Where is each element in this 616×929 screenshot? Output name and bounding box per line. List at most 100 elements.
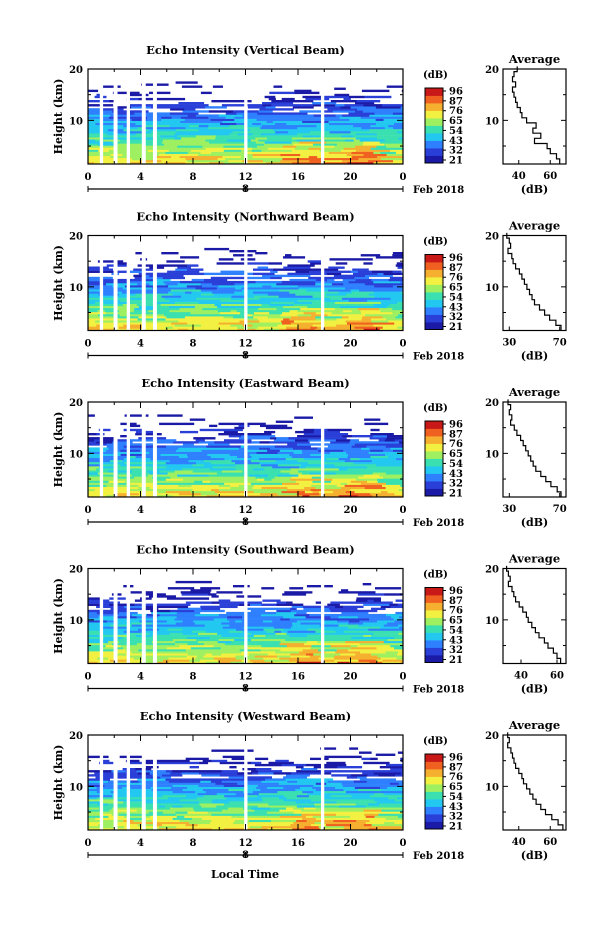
heatmap-cell	[398, 624, 404, 627]
heatmap-cell	[313, 784, 322, 787]
heatmap-cell	[338, 291, 353, 294]
heatmap-cell	[224, 457, 248, 461]
heatmap-cell	[196, 825, 225, 829]
heatmap-cell	[396, 797, 404, 800]
heatmap-cell	[115, 618, 133, 621]
heatmap-cell	[383, 494, 393, 498]
heatmap-cell	[169, 632, 183, 635]
heatmap-cell	[88, 328, 98, 331]
heatmap-cell	[180, 807, 194, 810]
colorbar-tick-label: 96	[449, 586, 463, 597]
heatmap-cell	[313, 114, 329, 117]
heatmap-cell	[113, 451, 133, 454]
heatmap-cell	[201, 774, 221, 777]
heatmap-cell	[192, 309, 218, 313]
heatmap-cell	[176, 131, 199, 134]
heatmap-cell	[177, 145, 203, 148]
heatmap-cell	[279, 449, 303, 452]
heatmap-cell	[372, 108, 380, 111]
heatmap-cell	[281, 453, 290, 456]
colorbar-swatch	[425, 421, 443, 429]
heatmap-cell	[134, 653, 158, 656]
heatmap-cell	[192, 464, 205, 467]
heatmap-cell	[277, 492, 298, 496]
heatmap-cell	[181, 295, 209, 298]
heatmap-cell	[224, 642, 238, 646]
heatmap-cell	[355, 149, 368, 152]
heatmap-cell	[207, 811, 233, 814]
heatmap-cell	[114, 297, 131, 300]
heatmap-cell	[375, 256, 404, 259]
heatmap-cell	[88, 108, 102, 111]
heatmap-cell	[315, 807, 339, 810]
date-marker: 8	[242, 684, 249, 695]
heatmap-cell	[181, 593, 209, 596]
heatmap-cell	[312, 780, 328, 783]
heatmap-cell	[177, 649, 187, 652]
heatmap-cell	[399, 626, 404, 629]
heatmap-cell	[172, 647, 192, 650]
heatmap-cell	[209, 157, 218, 161]
heatmap-cell	[303, 104, 313, 107]
heatmap-cell	[135, 430, 157, 434]
heatmap-cell	[312, 324, 337, 327]
heatmap-cell	[383, 792, 404, 796]
heatmap-cell	[212, 155, 223, 159]
heatmap-cell	[184, 153, 199, 157]
heatmap-cell	[172, 784, 199, 787]
heatmap-cell	[287, 630, 316, 633]
heatmap-cell	[88, 774, 99, 777]
heatmap-field	[88, 402, 404, 498]
heatmap-cell	[204, 311, 221, 315]
heatmap-cell	[175, 622, 196, 625]
heatmap-cell	[315, 805, 340, 808]
heatmap-cell	[198, 784, 225, 787]
heatmap-cell	[182, 628, 208, 631]
heatmap-cell	[374, 815, 399, 818]
heatmap-cell	[209, 424, 218, 428]
heatmap-cell	[359, 642, 377, 646]
heatmap-cell	[170, 476, 190, 479]
heatmap-cell	[321, 661, 338, 664]
heatmap-cell	[184, 815, 191, 818]
heatmap-cell	[378, 601, 393, 604]
heatmap-cell	[328, 266, 345, 269]
heatmap-cell	[383, 449, 394, 452]
heatmap-cell	[153, 459, 170, 463]
y-tick-label: 10	[69, 116, 83, 127]
heatmap-cell	[399, 461, 404, 465]
heatmap-cell	[268, 761, 294, 765]
heatmap-cell	[131, 470, 148, 473]
heatmap-cell	[252, 813, 275, 816]
heatmap-cell	[395, 599, 404, 602]
heatmap-cell	[268, 803, 291, 806]
colorbar-swatch	[425, 88, 443, 96]
heatmap-cell	[217, 157, 226, 161]
colorbar-swatch	[425, 254, 443, 263]
heatmap-cell	[377, 620, 395, 623]
heatmap-cell	[381, 104, 404, 107]
heatmap-cell	[88, 457, 106, 461]
heatmap-cell	[88, 266, 109, 269]
x-tick-label: 16	[291, 672, 305, 683]
heatmap-cell	[257, 770, 283, 773]
heatmap-cell	[270, 453, 282, 456]
heatmap-cell	[336, 143, 364, 146]
data-gap	[99, 402, 104, 497]
heatmap-cell	[395, 157, 404, 161]
heatmap-cell	[289, 618, 308, 621]
heatmap-cell	[137, 318, 166, 321]
heatmap-cell	[227, 147, 253, 150]
heatmap-cell	[328, 151, 352, 154]
heatmap-cell	[390, 114, 404, 117]
heatmap-cell	[358, 476, 384, 479]
heatmap-cell	[154, 823, 163, 827]
heatmap-cell	[248, 827, 268, 831]
heatmap-cell	[257, 805, 271, 808]
x-tick-label: 8	[190, 505, 197, 516]
heatmap-cell	[373, 120, 400, 123]
heatmap-cell	[340, 653, 356, 656]
heatmap-cell	[227, 128, 244, 132]
heatmap-cell	[373, 161, 388, 165]
heatmap-cell	[94, 276, 113, 280]
